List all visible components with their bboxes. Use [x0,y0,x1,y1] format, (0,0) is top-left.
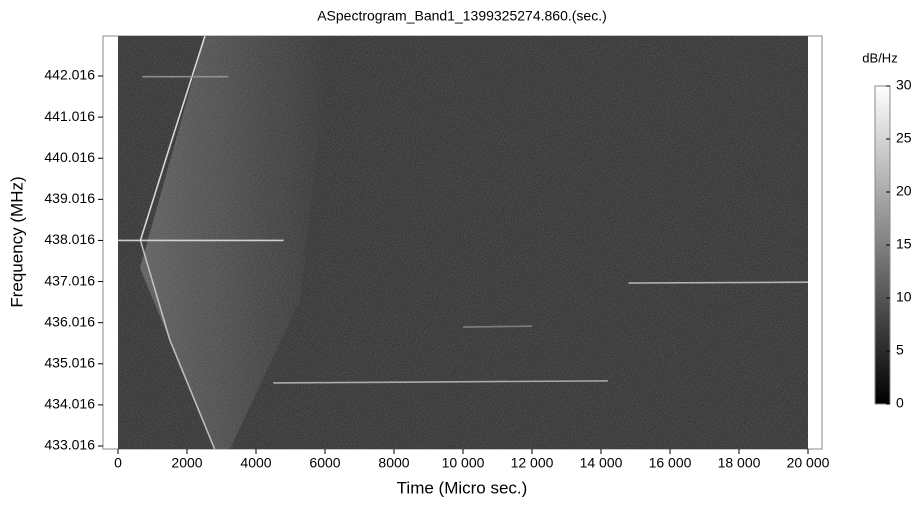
x-tick-label: 2000 [171,455,202,471]
x-tick-label: 14 000 [580,455,623,471]
x-tick-label: 16 000 [649,455,692,471]
x-tick-label: 20 000 [787,455,830,471]
colorbar-tick-label: 15 [896,236,912,252]
y-tick-label: 441.016 [44,108,95,124]
x-tick-label: 4000 [240,455,271,471]
y-axis-label: Frequency (MHz) [7,176,26,307]
signal-trace [139,36,206,241]
signal-trace [139,240,216,449]
x-tick-label: 0 [114,455,122,471]
colorbar-tick-label: 20 [896,183,912,199]
colorbar-tick-label: 10 [896,289,912,305]
y-tick-label: 434.016 [44,396,95,412]
x-tick-label: 18 000 [718,455,761,471]
signal-trace [628,281,808,284]
y-tick-label: 433.016 [44,437,95,453]
y-tick-label: 436.016 [44,313,95,329]
spectrogram-image [118,36,808,449]
y-tick-label: 442.016 [44,67,95,83]
y-tick-label: 435.016 [44,354,95,370]
colorbar-tick-label: 30 [896,77,912,93]
x-tick-label: 10 000 [442,455,485,471]
colorbar-tick-label: 5 [896,342,904,358]
x-tick-label: 12 000 [511,455,554,471]
x-tick-label: 6000 [309,455,340,471]
colorbar-tick-label: 25 [896,130,912,146]
y-tick-label: 440.016 [44,149,95,165]
colorbar-tick-label: 0 [896,395,904,411]
x-axis-label: Time (Micro sec.) [397,478,528,497]
x-tick-label: 8000 [378,455,409,471]
signal-trace [273,380,608,384]
y-tick-label: 437.016 [44,272,95,288]
y-tick-label: 438.016 [44,231,95,247]
chart-title: ASpectrogram_Band1_1399325274.860.(sec.) [317,8,607,24]
signal-trace [462,325,533,328]
y-tick-label: 439.016 [44,190,95,206]
colorbar-label: dB/Hz [862,50,897,65]
